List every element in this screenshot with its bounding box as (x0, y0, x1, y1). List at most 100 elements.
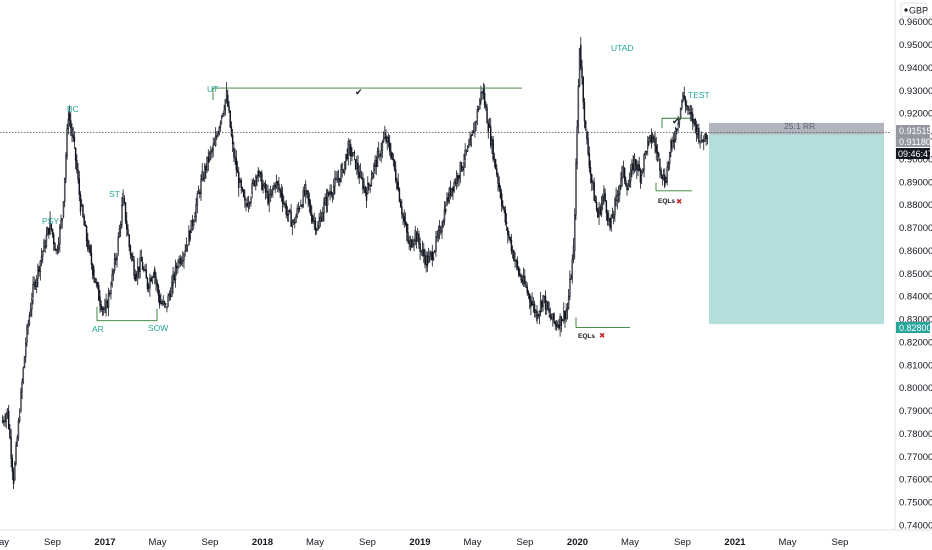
candle-body (410, 239, 413, 247)
candle-body (65, 155, 67, 179)
candle-body (129, 246, 132, 255)
candle-body (429, 253, 431, 257)
candle-body (469, 138, 471, 146)
candle-body (257, 170, 259, 177)
candle-body (56, 249, 59, 252)
candle-body (699, 140, 701, 143)
candle-body (542, 295, 544, 308)
candle-body (384, 132, 386, 139)
candle-body (420, 250, 423, 253)
svg-text:0.91515: 0.91515 (899, 126, 932, 136)
candle-body (592, 182, 594, 184)
candle-body (91, 264, 94, 276)
candle-body (278, 183, 280, 190)
candle-body (499, 187, 502, 198)
candle-body (464, 149, 466, 160)
candle-body (55, 248, 57, 251)
candle-body (308, 198, 311, 205)
candle-body (247, 203, 250, 207)
candle-body (141, 262, 144, 270)
candle-body (306, 190, 308, 192)
candle-body (704, 133, 706, 142)
candle-body (541, 300, 543, 308)
candle-body (135, 273, 138, 278)
candle-body (606, 212, 609, 222)
candle-body (353, 152, 356, 154)
candle-body (248, 202, 251, 204)
candle-body (171, 282, 173, 297)
candle-body (63, 177, 66, 203)
time-tick-12: May (621, 537, 639, 548)
candle-body (31, 299, 33, 310)
candle-body (438, 226, 441, 231)
candle-body (203, 166, 206, 179)
candle-body (376, 151, 379, 167)
candle-body (556, 324, 559, 327)
candle-body (651, 137, 654, 143)
candle-body (48, 227, 50, 235)
candle-body (358, 172, 360, 178)
candle-body (362, 177, 364, 190)
candle-body (106, 300, 109, 308)
candle-body (29, 309, 32, 316)
candle-body (284, 203, 286, 205)
candle-body (654, 138, 656, 146)
candle-body (381, 141, 384, 152)
candle-body (681, 101, 683, 109)
candle-body (448, 188, 451, 202)
candle-body (461, 167, 464, 171)
label-utad: UTAD (611, 43, 634, 53)
candle-body (223, 109, 225, 114)
candle-body (671, 140, 673, 149)
candle-body (688, 109, 690, 111)
candle-body (564, 310, 566, 320)
candle-body (340, 169, 342, 182)
candle-body (216, 134, 218, 137)
current-price-label: 0.91180 (896, 136, 931, 147)
candle-body (132, 256, 134, 261)
candle-body (296, 208, 298, 217)
candle-body (23, 356, 26, 369)
candle-body (548, 309, 550, 313)
candle-body (452, 186, 454, 192)
candle-body (516, 260, 519, 268)
time-tick-16: Sep (832, 537, 849, 548)
candle-body (547, 301, 549, 310)
candle-body (300, 204, 302, 207)
candle-body (295, 216, 297, 224)
position-zones (709, 122, 884, 325)
candle-body (647, 141, 649, 149)
candle-body (113, 258, 116, 271)
currency-button[interactable]: GBP (900, 2, 928, 18)
candle-body (345, 154, 347, 162)
candle-body (190, 219, 193, 233)
svg-text:0.91180: 0.91180 (899, 137, 931, 147)
candle-body (492, 139, 494, 160)
candle-body (451, 188, 453, 196)
candle-body (434, 250, 436, 253)
price-tick-11: 0.85000 (899, 269, 932, 280)
candle-body (643, 154, 645, 170)
candle-body (22, 367, 25, 383)
candle-body (297, 207, 300, 210)
candle-body (227, 95, 229, 107)
candle-body (388, 142, 391, 152)
candle-body (122, 193, 124, 206)
candle-body (649, 134, 651, 139)
time-tick-4: Sep (202, 537, 219, 548)
candle-body (115, 258, 117, 261)
candle-body (431, 251, 434, 261)
candle-body (701, 139, 704, 142)
candle-body (61, 218, 63, 221)
candle-body (185, 244, 188, 252)
price-tick-7: 0.89000 (899, 177, 932, 188)
check-icon-ut: ✔ (355, 87, 363, 97)
price-tick-4: 0.92000 (899, 109, 932, 120)
candle-body (440, 231, 442, 233)
candle-body (74, 147, 77, 161)
candle-body (672, 140, 675, 143)
candle-body (38, 268, 40, 272)
candle-body (648, 137, 650, 142)
candle-body (513, 250, 515, 261)
candle-body (191, 219, 194, 226)
